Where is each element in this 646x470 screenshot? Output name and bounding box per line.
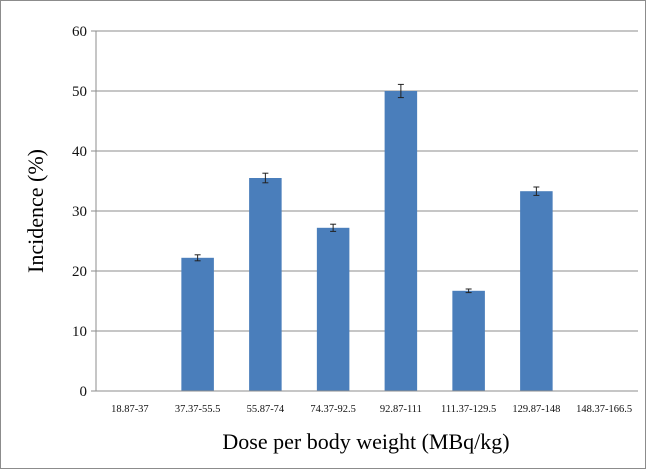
bar-37.37-55.5 [181,257,214,391]
x-tick-label: 37.37-55.5 [175,404,221,415]
bar-74.37-92.5 [316,227,350,391]
x-tick-label: 55.87-74 [247,404,285,415]
y-tick-labels: 0 10 20 30 40 50 60 [72,24,87,400]
y-tick-label: 30 [72,204,87,220]
y-tick-label: 10 [72,324,87,340]
y-tick-label: 50 [72,84,87,100]
y-tick-label: 40 [72,144,87,160]
bar-111.37-129.5 [452,290,485,391]
bars [181,91,553,391]
bar-92.87-111 [384,91,418,391]
x-tick-label: 18.87-37 [111,404,149,415]
x-tick-label: 148.37-166.5 [576,404,632,415]
x-tick-label: 74.37-92.5 [310,404,356,415]
y-axis-title: Incidence (%) [23,149,48,273]
y-tick-label: 0 [80,384,88,400]
x-axis-title: Dose per body weight (MBq/kg) [222,429,509,454]
x-tick-label: 129.87-148 [512,404,560,415]
y-tick-label: 60 [72,24,87,40]
bar-129.87-148 [520,191,553,391]
x-tick-labels: 18.87-37 37.37-55.5 55.87-74 74.37-92.5 92.8… [111,404,632,415]
error-bars [194,83,540,294]
bar-55.87-74 [249,178,282,391]
x-tick-label: 111.37-129.5 [441,404,496,415]
x-tick-label: 92.87-111 [380,404,422,415]
y-tick-label: 20 [72,264,87,280]
gridlines [91,30,638,392]
